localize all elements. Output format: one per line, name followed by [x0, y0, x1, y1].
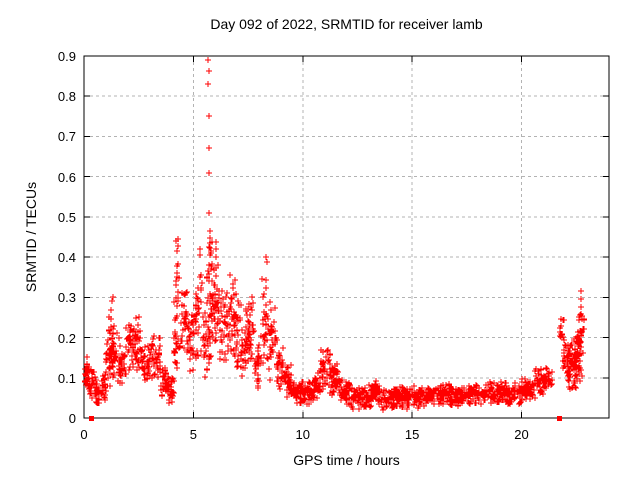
x-tick-label: 15: [404, 427, 420, 442]
y-tick-label: 0.8: [57, 89, 76, 105]
x-tick-label: 10: [295, 427, 310, 442]
y-tick-label: 0.6: [57, 169, 76, 185]
y-tick-label: 0.1: [57, 370, 76, 386]
y-tick-label: 0.5: [57, 209, 76, 225]
y-tick-label: 0.4: [57, 250, 76, 266]
x-tick-label: 5: [189, 427, 197, 442]
grid-lines: [84, 56, 609, 418]
y-tick-label: 0: [68, 411, 76, 426]
x-tick-label: 0: [80, 427, 88, 442]
chart-title: Day 092 of 2022, SRMTID for receiver lam…: [210, 16, 483, 32]
y-tick-label: 0.9: [57, 49, 76, 64]
y-tick-label: 0.3: [57, 290, 76, 306]
zero-square-markers: [89, 416, 562, 421]
x-axis-label: GPS time / hours: [293, 452, 400, 468]
axis-border-and-ticks: [83, 55, 610, 419]
y-tick-label: 0.7: [57, 129, 76, 145]
y-tick-label: 0.2: [57, 330, 76, 346]
x-tick-label: 20: [514, 427, 529, 442]
scatter-points: [82, 57, 587, 413]
